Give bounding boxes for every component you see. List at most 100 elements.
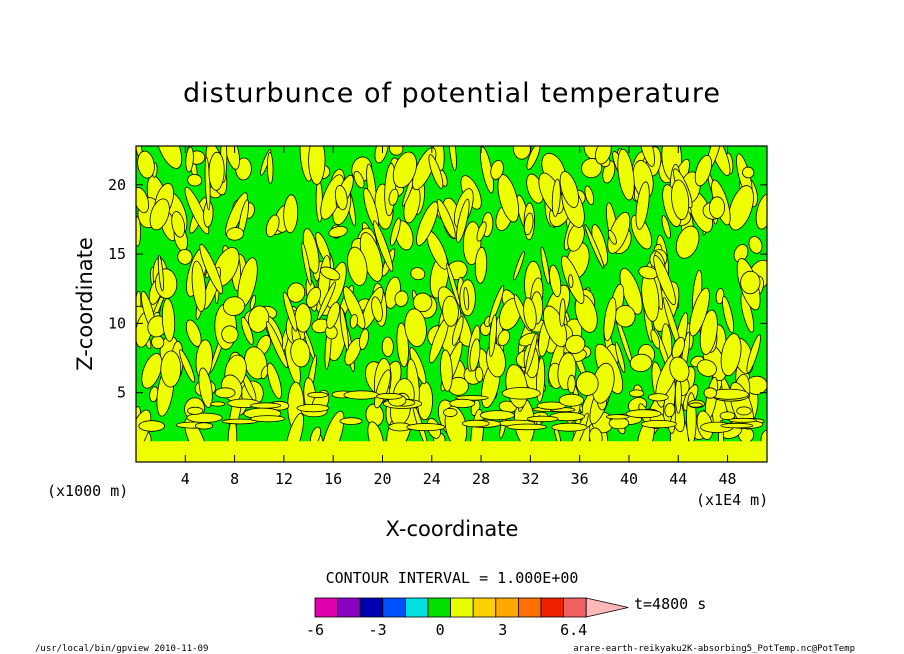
positive-blob <box>290 338 311 368</box>
colorbar-segment <box>382 597 406 618</box>
positive-blob <box>699 309 718 355</box>
positive-blob <box>688 402 703 408</box>
positive-blob <box>628 389 645 398</box>
positive-blob <box>326 302 340 329</box>
footer-right: arare-earth-reikyaku2K-absorbing5_PotTem… <box>573 644 855 654</box>
x-tick-label: 28 <box>472 470 490 488</box>
positive-blob <box>353 170 365 189</box>
positive-blob <box>452 315 464 346</box>
positive-blob <box>559 171 579 208</box>
y-axis: 5 10 15 20 <box>108 176 767 402</box>
positive-blob <box>222 296 246 317</box>
x-unit-right: (x1E4 m) <box>696 491 768 509</box>
x-tick-label: 4 <box>181 470 190 488</box>
colorbar-label: 3 <box>498 621 507 639</box>
colorbar-segment <box>337 597 361 618</box>
positive-blob <box>388 188 399 206</box>
positive-blob <box>349 313 358 329</box>
positive-blob <box>250 402 282 409</box>
colorbar-arrow <box>585 597 629 618</box>
plot-frame <box>135 145 768 463</box>
positive-blob <box>728 417 757 423</box>
positive-blob <box>549 264 562 298</box>
positive-blob <box>392 151 417 189</box>
positive-blob <box>240 316 254 345</box>
positive-blob <box>653 255 676 306</box>
positive-anomaly-blobs <box>136 146 767 462</box>
positive-blob <box>394 290 409 307</box>
positive-blob <box>339 307 349 351</box>
positive-blob <box>689 287 710 337</box>
positive-blob <box>558 393 585 407</box>
positive-blob <box>266 362 282 399</box>
positive-blob <box>283 291 298 332</box>
positive-blob <box>722 295 735 334</box>
positive-blob <box>526 146 541 170</box>
positive-blob <box>506 423 547 431</box>
colorbar-label: -3 <box>369 621 387 639</box>
positive-blob <box>191 260 207 312</box>
positive-blob <box>617 148 635 201</box>
positive-blob <box>266 151 274 185</box>
colorbar-segment <box>472 597 497 618</box>
colorbar-segment <box>314 597 339 618</box>
positive-blob <box>436 199 456 239</box>
positive-blob <box>669 356 690 383</box>
positive-blob <box>625 409 662 419</box>
positive-blob <box>406 423 446 432</box>
positive-blob <box>708 196 726 219</box>
positive-blob <box>136 409 152 453</box>
positive-blob <box>343 286 366 329</box>
x-tick-label: 36 <box>571 470 589 488</box>
positive-blob <box>187 406 204 415</box>
positive-blob <box>675 225 700 259</box>
x-tick-label: 44 <box>669 470 687 488</box>
colorbar-segment <box>518 597 542 618</box>
colorbar-segment <box>404 597 429 618</box>
positive-blob <box>440 349 453 392</box>
positive-blob <box>501 387 541 400</box>
y-tick-label: 10 <box>108 314 126 332</box>
positive-blob <box>720 422 754 429</box>
positive-blob <box>428 154 444 189</box>
positive-blob <box>157 254 164 292</box>
positive-blob <box>334 185 348 211</box>
colorbar-segment <box>450 597 474 618</box>
positive-blob <box>443 407 458 418</box>
positive-blob <box>138 420 166 432</box>
positive-blob <box>250 415 286 423</box>
positive-blob <box>490 159 504 180</box>
positive-blob <box>446 263 461 307</box>
positive-blob <box>719 411 736 421</box>
positive-blob <box>320 266 341 281</box>
colorbar-label: 0 <box>436 621 445 639</box>
positive-blob <box>635 181 650 230</box>
positive-blob <box>210 401 226 407</box>
positive-blob <box>584 185 595 206</box>
positive-blob <box>603 297 617 342</box>
positive-blob <box>160 350 182 388</box>
positive-blob <box>410 267 426 281</box>
positive-blob <box>208 151 225 191</box>
positive-blob <box>568 274 574 288</box>
positive-blob <box>371 296 383 322</box>
positive-blob <box>442 295 459 327</box>
positive-blob <box>513 250 525 281</box>
positive-blob <box>474 366 484 383</box>
positive-blob <box>307 391 329 398</box>
positive-blob <box>462 221 482 266</box>
positive-blob <box>214 387 236 399</box>
positive-blob <box>161 298 176 342</box>
positive-blob <box>248 305 270 333</box>
x-unit-left: (x1000 m) <box>47 482 128 500</box>
positive-blob <box>736 406 752 416</box>
positive-blob <box>664 402 676 418</box>
boundary-layer <box>136 441 767 462</box>
positive-blob <box>629 353 653 373</box>
positive-blob <box>265 214 280 238</box>
x-tick-label: 20 <box>373 470 391 488</box>
positive-blob <box>740 270 761 295</box>
positive-blob <box>296 403 330 413</box>
x-tick-label: 48 <box>719 470 737 488</box>
positive-blob <box>696 359 717 377</box>
